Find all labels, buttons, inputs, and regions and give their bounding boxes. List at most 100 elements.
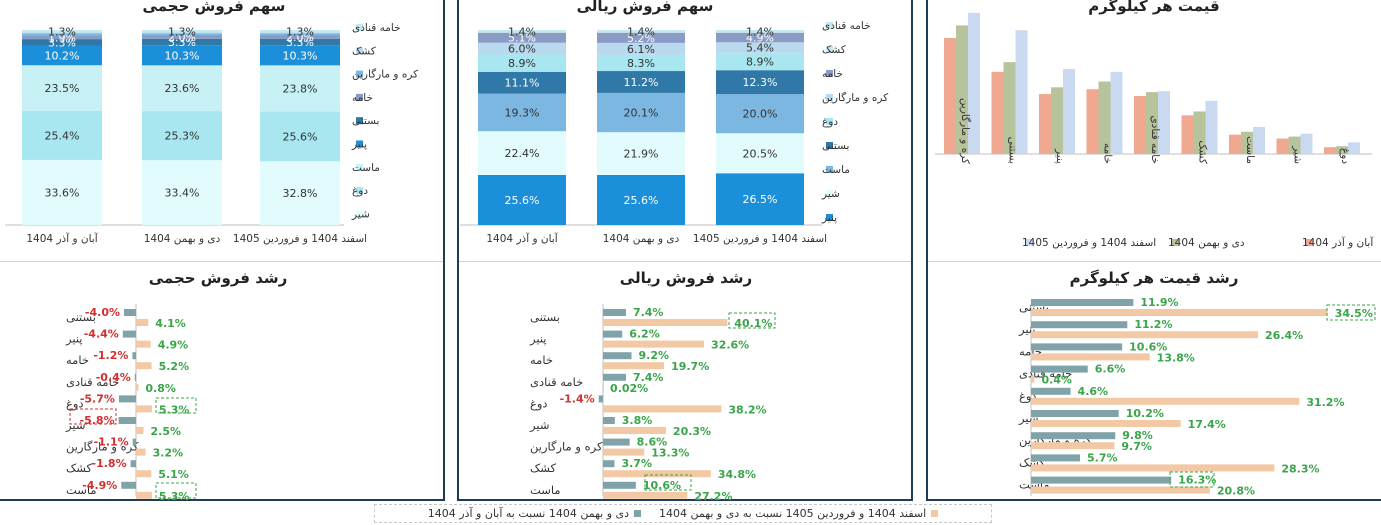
bar-segment [142, 33, 222, 36]
data-label-prev: 6.6% [1095, 363, 1126, 376]
data-label: 1.4% [627, 25, 655, 38]
data-label: 5.1% [508, 32, 536, 45]
x-tick-label: اسفند 1404 و فروردین 1405 [693, 233, 827, 245]
data-label-cur: 13.8% [1157, 351, 1195, 364]
legend-label: دوغ [352, 185, 368, 197]
data-label-prev: 5.7% [1087, 451, 1118, 464]
bar-cur [136, 340, 151, 348]
bar-segment [142, 35, 222, 39]
bar-prev [121, 481, 136, 489]
bar-segment [478, 30, 566, 33]
bar-cur [136, 448, 146, 456]
legend-label-cur: اسفند 1404 و فروردین 1405 نسبت به دی و ب… [659, 507, 927, 520]
bar [956, 25, 968, 154]
bar [1063, 68, 1075, 154]
bar-cur [1031, 309, 1328, 316]
bar-prev [1031, 299, 1134, 306]
legend-label: کشک [352, 45, 376, 57]
bar-prev [1031, 387, 1071, 395]
category-label: ماست [530, 483, 561, 497]
highlight-box [69, 408, 117, 425]
bar-prev [118, 417, 136, 424]
data-label-prev: -5.7% [80, 392, 115, 405]
bar-prev [603, 438, 630, 446]
data-label-cur: 0.02% [610, 382, 648, 395]
row-divider-mid [459, 261, 911, 262]
bar-segment [478, 32, 566, 43]
legend-swatch [1172, 239, 1179, 246]
data-label-prev: 11.9% [1140, 296, 1178, 309]
bar-segment [22, 33, 102, 36]
x-tick-label: کره و مارگارین [959, 98, 972, 164]
legend-label: خامه [822, 68, 843, 80]
category-label: خامه [530, 353, 553, 367]
legend-swatch [1306, 239, 1313, 246]
bar-prev [134, 373, 136, 381]
bar [1229, 134, 1241, 154]
bar-cur [1031, 420, 1181, 427]
bar-segment [260, 111, 340, 162]
category-label: دوغ [66, 396, 84, 411]
legend-swatch [826, 214, 833, 221]
legend-label: خامه قنادی [822, 20, 871, 32]
data-label-prev: 9.8% [1122, 429, 1153, 442]
highlight-box [155, 397, 197, 414]
bar-prev [124, 309, 136, 316]
bar-cur [1031, 442, 1115, 450]
legend-label: شیر [351, 208, 370, 220]
legend-swatch [356, 140, 363, 148]
data-label: 12.3% [743, 76, 778, 89]
x-tick-label: شیر [1292, 145, 1304, 164]
bar-prev [603, 309, 626, 316]
bar-segment [478, 131, 566, 175]
bar-segment [478, 93, 566, 132]
bar-segment [597, 42, 685, 55]
category-label: کره و مارگارین [66, 440, 139, 455]
bar-cur [1031, 464, 1275, 472]
bar-segment [142, 160, 222, 225]
bar-prev [130, 460, 136, 468]
bar-segment [22, 35, 102, 40]
bar-cur [136, 405, 152, 413]
bar [1241, 131, 1253, 154]
data-label: 8.9% [746, 56, 774, 69]
x-tick-label: دوغ [1339, 148, 1351, 164]
data-label: 1.3% [168, 25, 196, 38]
bar [1336, 146, 1348, 154]
category-label: شیر [65, 418, 85, 433]
data-label: 3.3% [48, 36, 76, 49]
chart-title: سهم فروش ریالی [577, 0, 714, 15]
bar-cur [603, 470, 711, 478]
legend-swatch [826, 94, 833, 101]
legend-swatch-prev [634, 510, 642, 517]
bar-segment [142, 30, 222, 33]
data-label-prev: -1.2% [93, 349, 128, 362]
bar-segment [478, 42, 566, 55]
data-label: 19.3% [505, 106, 540, 119]
bar-segment [142, 38, 222, 46]
bar-prev [603, 460, 615, 468]
bar-prev [1031, 476, 1172, 484]
panel-frame-volume [0, 0, 445, 501]
legend-swatch [826, 190, 833, 197]
legend-swatch [826, 22, 833, 29]
bar [1039, 94, 1051, 154]
chart-title: رشد فروش حجمی [149, 269, 288, 287]
bar-prev [603, 352, 632, 360]
bar-cur [136, 383, 139, 391]
data-label: 10.2% [45, 49, 80, 62]
legend-label: ماست [352, 162, 380, 174]
legend-label: ماست [822, 164, 850, 176]
bar-cur [1031, 397, 1300, 405]
data-label-prev: 10.6% [1129, 340, 1167, 353]
data-label-cur: 4.9% [158, 339, 189, 352]
data-label: 25.3% [165, 130, 200, 143]
bar-cur [603, 427, 666, 434]
bar-prev [603, 417, 615, 424]
data-label-cur: 19.7% [671, 360, 709, 373]
data-label-prev: 8.6% [637, 436, 668, 449]
data-label: 20.1% [624, 107, 659, 120]
x-tick-label: خامه قنادی [1149, 115, 1161, 164]
bar-segment [597, 30, 685, 33]
bar-cur [603, 405, 722, 413]
